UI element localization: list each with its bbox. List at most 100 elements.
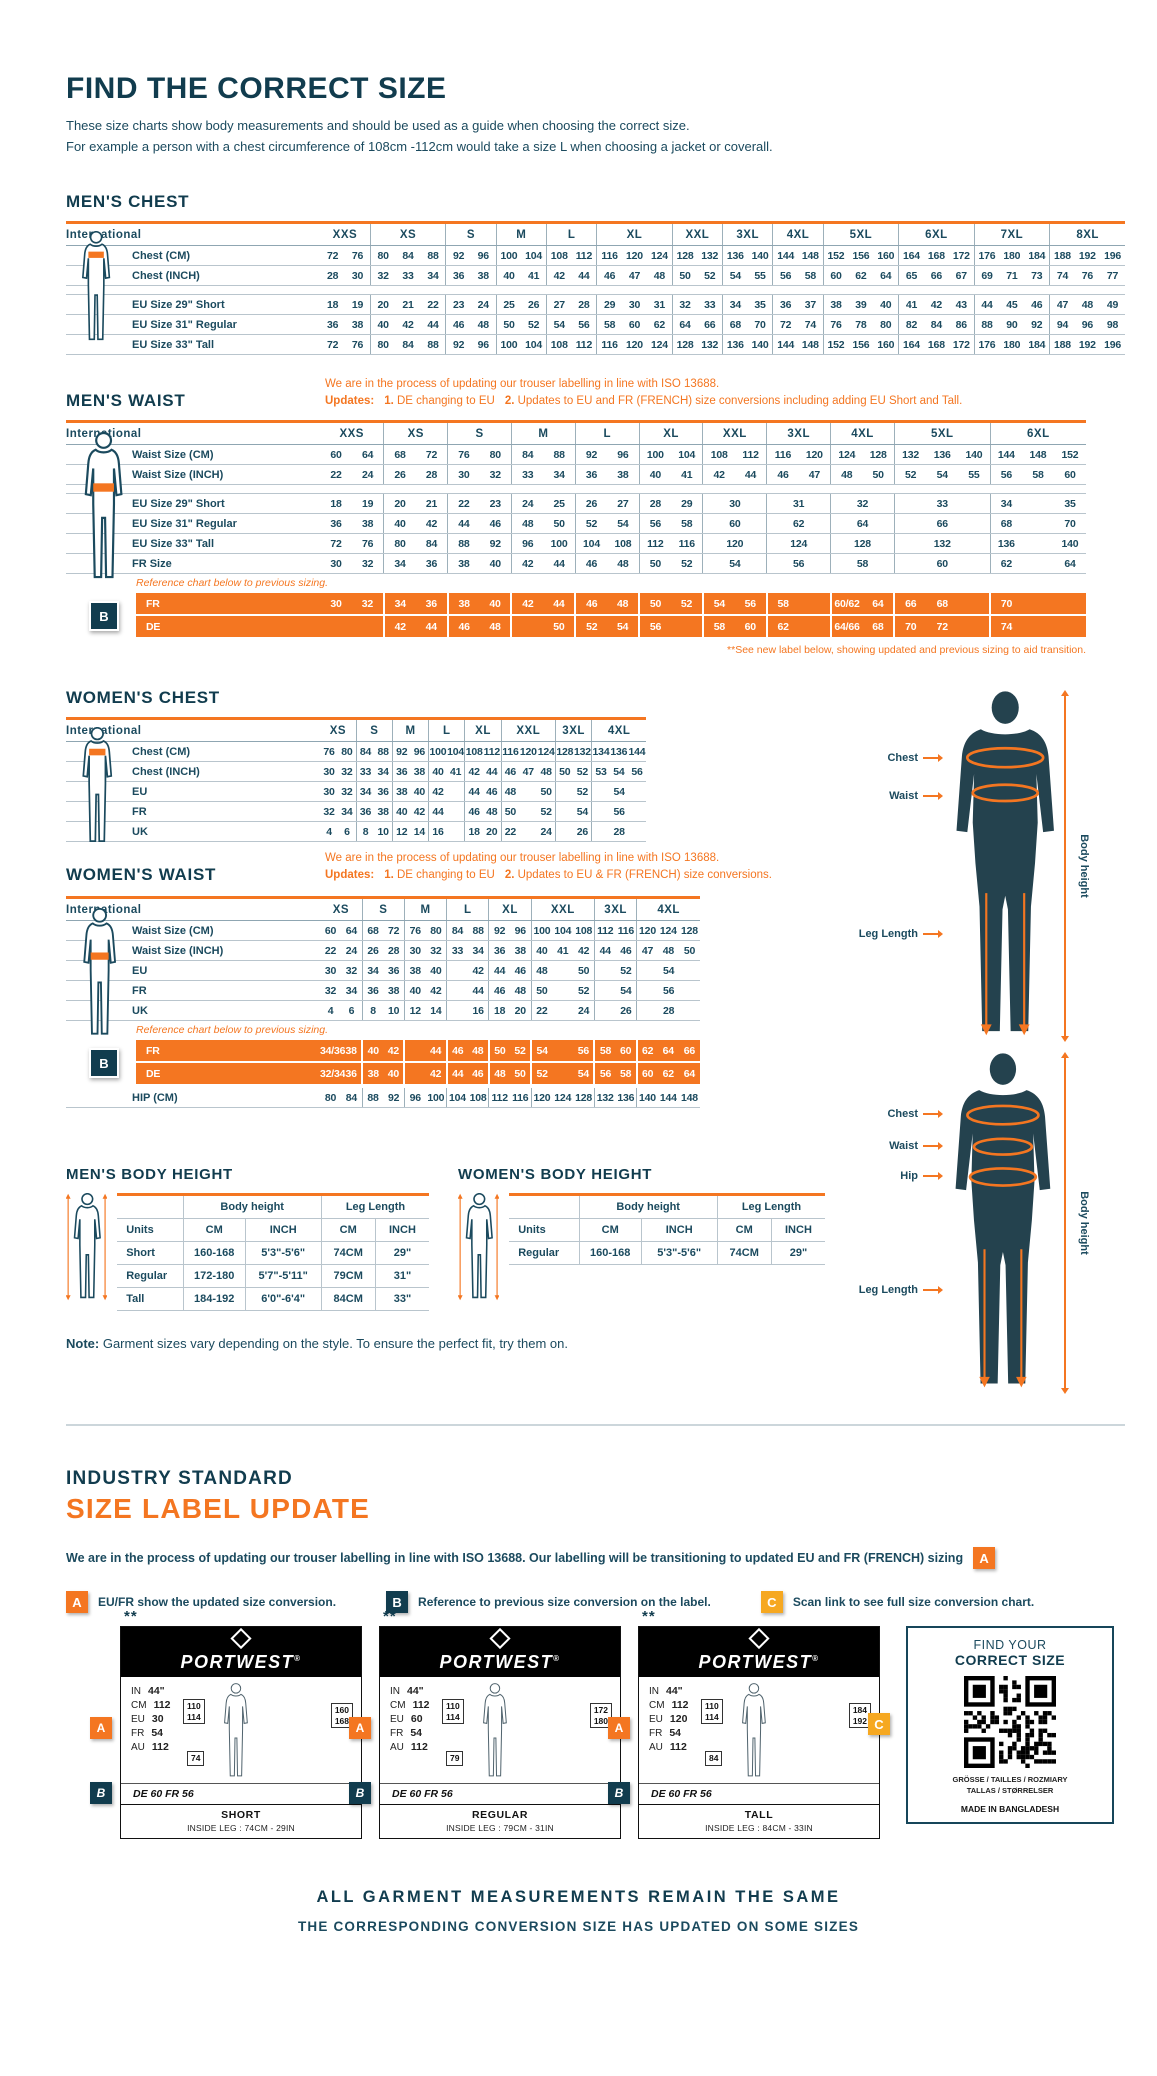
- size-cell: [519, 821, 538, 842]
- size-cell: 18: [488, 1000, 510, 1021]
- size-cell: 140: [1053, 533, 1086, 554]
- measure-label-waist: Waist: [852, 790, 943, 802]
- measure-row-in: IN 44": [390, 1685, 424, 1697]
- update1-text: DE changing to EU: [397, 395, 495, 408]
- size-cell: 116: [766, 444, 799, 465]
- size-cell: 60: [621, 314, 648, 335]
- size-cell: 12: [403, 1000, 426, 1021]
- size-cell: 124: [537, 741, 556, 762]
- size-cell: 23: [479, 493, 512, 514]
- size-cell: 62: [657, 1062, 679, 1086]
- size-cell: 82: [898, 314, 924, 335]
- size-cell: 48: [657, 940, 679, 961]
- size-cell: 80: [479, 444, 512, 465]
- size-cell: 144: [657, 1088, 679, 1108]
- table-row: EU 30 32 34 36 38 40 42 44 46 48 50 52 54: [66, 960, 701, 981]
- size-group-header: M: [511, 420, 576, 445]
- size-group-header: 5XL: [822, 221, 899, 246]
- size-cell: 52: [509, 1040, 532, 1063]
- size-cell: 42: [510, 593, 544, 616]
- portwest-diamond-icon: [489, 1627, 511, 1650]
- size-group-header: XL: [596, 221, 673, 246]
- size-cell: 34: [341, 980, 363, 1001]
- badge-c: C: [868, 1713, 890, 1735]
- find-your-text: FIND YOUR: [973, 1638, 1047, 1652]
- size-cell: 40: [638, 464, 672, 485]
- size-cell: 40: [479, 593, 512, 616]
- size-cell: 116: [615, 920, 637, 941]
- size-cell: [446, 980, 468, 1001]
- size-cell: 64: [351, 444, 384, 465]
- size-cell: 100: [495, 245, 522, 266]
- size-group-header: XS: [383, 420, 448, 445]
- size-cell: 80: [425, 920, 447, 941]
- size-group-header: XXL: [702, 420, 767, 445]
- size-cell: 34: [543, 464, 576, 485]
- row-label: Chest (INCH): [66, 761, 320, 782]
- size-group-header: 3XL: [766, 420, 831, 445]
- size-table: InternationalXSSMLXLXXL3XL4XLWaist Size …: [66, 896, 701, 1021]
- size-cell: 42: [425, 980, 447, 1001]
- size-cell: 96: [1074, 314, 1100, 335]
- fit-name: REGULAR: [471, 1809, 529, 1821]
- size-cell: 108: [545, 245, 572, 266]
- update2-text: Updates to EU and FR (FRENCH) size conve…: [517, 395, 963, 408]
- label-footer: TALL INSIDE LEG : 84CM - 33IN: [639, 1804, 879, 1838]
- size-cell: 74CM: [320, 1241, 376, 1265]
- womens-waist-previous-table: FR 34/36 38 40 42 44 46 48 50 52 54 56 58 60 62 64 66 DE 3…: [136, 1040, 700, 1086]
- brand-name: PORTWEST®: [180, 1652, 302, 1672]
- table-row: Waist Size (CM) 60 64 68 72 76 80 84 88 92 96 100 10…: [66, 920, 701, 941]
- size-cell: 44: [464, 781, 483, 802]
- badge-b: B: [349, 1782, 371, 1804]
- measure-label-leg-length: Leg Length: [852, 1284, 943, 1296]
- row-label: Chest (CM): [66, 741, 320, 762]
- size-cell: 52: [537, 801, 556, 822]
- size-cell: 30: [320, 553, 352, 574]
- size-cell: 28: [571, 294, 597, 315]
- table-row: HIP (CM) 80 84 88 92 96 100 104 108 112 116 120 124 1…: [66, 1088, 700, 1108]
- size-cell: 62: [989, 553, 1023, 574]
- mens-body-height-table: Body height Leg Length Units CM INCH CM INCH Sh…: [117, 1193, 430, 1311]
- size-cell: 30: [345, 265, 371, 286]
- size-cell: 60: [734, 615, 767, 639]
- size-cell: 40: [361, 1040, 384, 1063]
- size-cell: 144: [627, 741, 647, 762]
- size-group-header: XXS: [320, 420, 384, 445]
- size-cell: 70: [747, 314, 773, 335]
- fit-label: Regular: [117, 1264, 184, 1288]
- size-cell: 4: [320, 1000, 342, 1021]
- label-figure-icon: [217, 1683, 254, 1779]
- size-group-header: M: [495, 221, 547, 246]
- label-figure-icon: [476, 1683, 513, 1779]
- size-cell: [320, 615, 352, 639]
- description-line1: These size charts show body measurements…: [66, 118, 690, 133]
- table-row: FR 32 34 36 38 40 42 44 46 48 50 52 54 56: [66, 801, 647, 822]
- size-cell: 36: [415, 553, 448, 574]
- size-cell: 18: [464, 821, 483, 842]
- row-label: FR Size: [66, 553, 321, 574]
- size-cell: 23: [445, 294, 471, 315]
- size-cell: [552, 1062, 574, 1086]
- measure-row-cm: CM 112: [131, 1699, 171, 1711]
- size-cell: 84CM: [320, 1287, 376, 1311]
- size-cell: 160-168: [182, 1241, 246, 1265]
- size-cell: 120: [621, 334, 648, 355]
- size-cell: 20: [369, 294, 396, 315]
- size-cell: 24: [573, 1000, 595, 1021]
- size-cell: 104: [552, 920, 574, 941]
- row-label: FR: [66, 801, 320, 822]
- unit-header: INCH: [770, 1218, 826, 1242]
- label-figure-icon: [735, 1683, 772, 1779]
- womens-chest-table: International XS S M L XL XXL 3XL 4XL Chest (CM) 7…: [66, 717, 647, 842]
- size-cell: 76: [403, 920, 426, 941]
- size-cell: 50: [638, 593, 672, 616]
- size-group-header: XS: [369, 221, 446, 246]
- size-cell: 42: [923, 294, 949, 315]
- size-cell: 52: [530, 1062, 553, 1086]
- size-cell: 38: [383, 980, 405, 1001]
- size-cell: 26: [615, 1000, 637, 1021]
- measure-row-au: AU 112: [131, 1741, 169, 1753]
- size-group-header: L: [574, 420, 640, 445]
- size-cell: 136: [989, 533, 1023, 554]
- size-cell: 192: [1074, 334, 1100, 355]
